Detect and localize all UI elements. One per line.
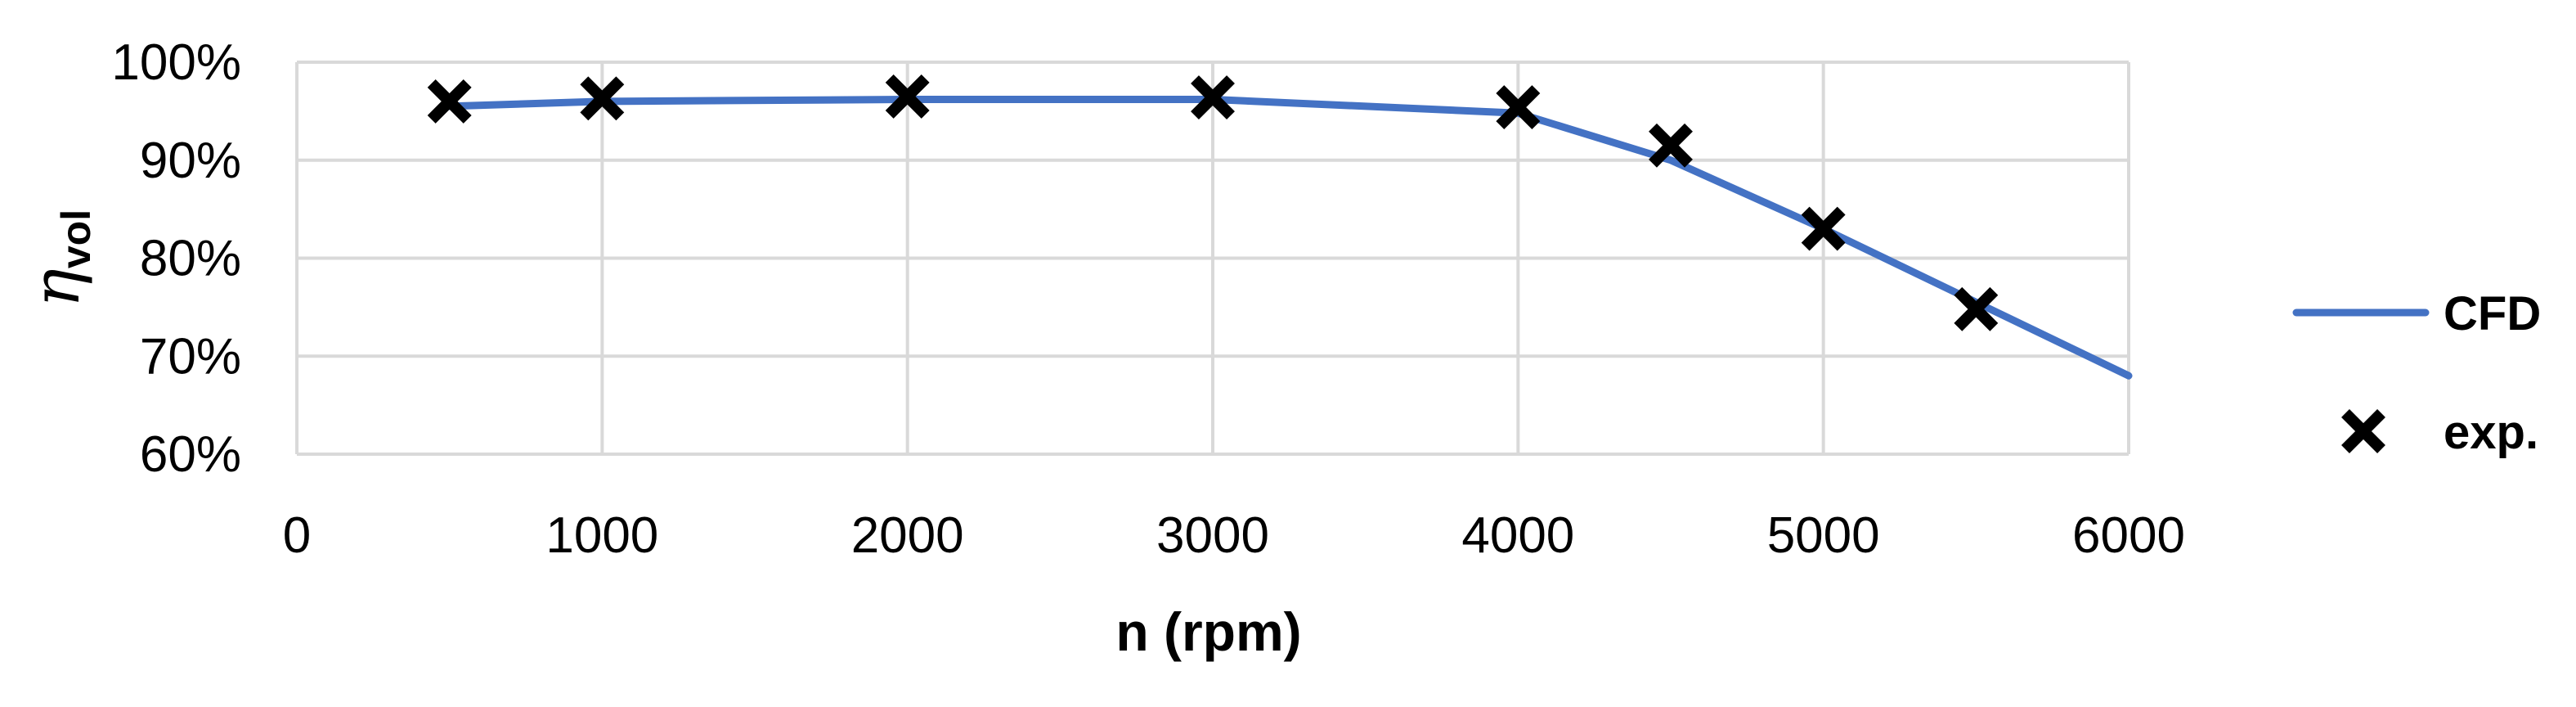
y-tick-label: 100% [111, 34, 241, 91]
data-point-exp [1191, 75, 1235, 120]
data-point-exp [885, 74, 930, 119]
legend-exp-label: exp. [2444, 406, 2538, 459]
x-tick-label: 4000 [1461, 507, 1574, 564]
y-tick-label: 90% [140, 133, 241, 189]
x-tick-label: 1000 [545, 507, 658, 564]
x-axis-title: n (rpm) [1115, 601, 1301, 662]
y-tick-label: 70% [140, 328, 241, 385]
y-tick-label: 80% [140, 231, 241, 287]
x-tick-labels: 0 1000 2000 3000 4000 5000 6000 [283, 507, 2185, 564]
grid [295, 61, 2130, 456]
legend-exp-marker [2341, 409, 2385, 453]
x-tick-label: 0 [283, 507, 311, 564]
data-point-exp [427, 79, 472, 124]
series-layer [427, 74, 2133, 380]
data-point-exp [1954, 286, 1999, 331]
x-tick-label: 2000 [851, 507, 964, 564]
y-tick-label: 60% [140, 426, 241, 483]
x-tick-label: 5000 [1767, 507, 1880, 564]
y-axis-title: ηvol [18, 209, 99, 308]
x-tick-label: 6000 [2072, 507, 2185, 564]
x-tick-label: 3000 [1156, 507, 1269, 564]
svg-text:ηvol: ηvol [18, 209, 99, 308]
legend-cfd-label: CFD [2444, 287, 2541, 340]
legend: CFD exp. [2292, 287, 2541, 459]
series-line-cfd [446, 96, 2133, 380]
data-point-exp [580, 76, 625, 121]
data-point-exp [1649, 123, 1693, 168]
data-point-exp [1801, 206, 1846, 251]
y-tick-labels: 60% 70% 80% 90% 100% [111, 34, 241, 483]
data-point-exp [1496, 85, 1541, 130]
y-axis-title-symbol: η [18, 268, 94, 308]
y-axis-title-subscript: vol [53, 209, 99, 268]
